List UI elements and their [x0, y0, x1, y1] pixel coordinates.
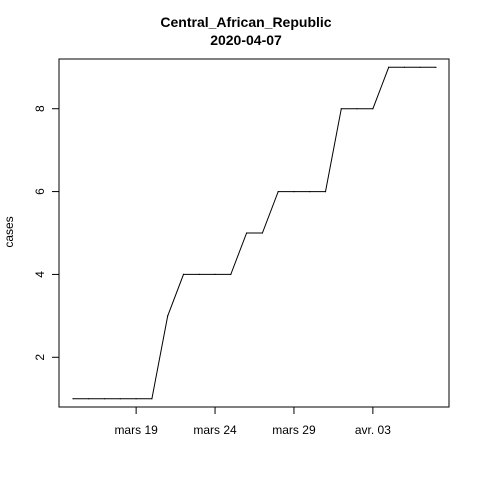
data-point: [293, 191, 295, 193]
data-point: [403, 66, 405, 68]
y-axis: 2 4 6 8: [33, 105, 60, 361]
y-axis-label: cases: [2, 216, 16, 247]
x-tick-label: mars 19: [114, 423, 158, 437]
data-point: [119, 398, 121, 400]
data-point: [324, 191, 327, 193]
data-point: [230, 273, 232, 275]
data-point: [135, 398, 137, 400]
data-point: [182, 273, 185, 275]
data-point: [435, 66, 437, 68]
data-point: [88, 398, 90, 400]
data-point: [372, 108, 374, 110]
y-tick-label: 4: [33, 271, 47, 278]
series-line: [73, 66, 436, 400]
x-tick-label: avr. 03: [355, 423, 391, 437]
data-point: [261, 232, 263, 234]
x-tick-label: mars 29: [272, 423, 316, 437]
data-point: [214, 273, 216, 275]
data-point: [72, 398, 74, 400]
data-point: [356, 108, 358, 110]
data-point: [340, 108, 342, 110]
data-point: [419, 66, 421, 68]
chart-subtitle: 2020-04-07: [210, 32, 282, 48]
data-point: [388, 66, 390, 68]
data-point: [167, 315, 169, 317]
data-point: [198, 273, 200, 275]
y-tick-label: 2: [33, 354, 47, 361]
data-point: [246, 232, 248, 234]
data-point: [104, 398, 106, 400]
chart-title: Central_African_Republic: [160, 14, 331, 30]
data-point: [309, 191, 311, 193]
series-group: [72, 66, 437, 400]
data-point: [277, 191, 279, 193]
y-tick-label: 6: [33, 188, 47, 195]
y-tick-label: 8: [33, 105, 47, 112]
x-tick-label: mars 24: [193, 423, 237, 437]
data-point: [151, 398, 153, 400]
x-axis: mars 19 mars 24 mars 29 avr. 03: [114, 406, 391, 437]
